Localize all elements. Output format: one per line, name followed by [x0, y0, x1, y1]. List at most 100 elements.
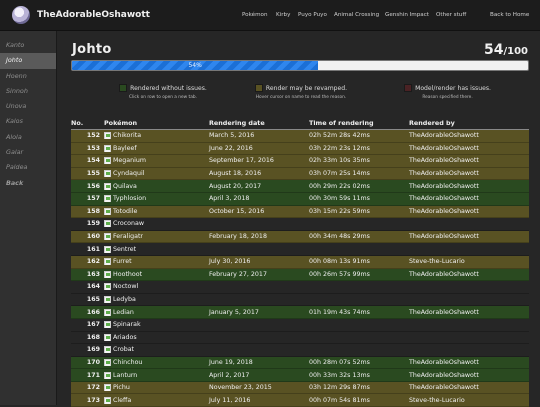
table-row[interactable]: 152 Chikorita March 5, 2016 02h 52m 28s 42m…	[71, 130, 529, 143]
pokemon-name[interactable]: Ledyba	[113, 296, 136, 304]
legend-label: Rendered without issues.	[130, 84, 207, 92]
rendered-by: TheAdorableOshawott	[409, 270, 479, 278]
legend-revamp: Render may be revamped. Hover cursor on …	[241, 84, 361, 100]
nav-animal-crossing[interactable]: Animal Crossing	[334, 12, 380, 18]
table-row[interactable]: 164 Noctowl	[71, 281, 529, 294]
pokemon-name[interactable]: Sentret	[113, 245, 137, 253]
pokemon-name[interactable]: Hoothoot	[113, 270, 143, 278]
pokemon-name[interactable]: Spinarak	[113, 321, 141, 329]
table-row[interactable]: 170 Chinchou June 19, 2018 00h 28m 07s 52ms…	[71, 356, 529, 370]
pokemon-name[interactable]: Quilava	[113, 182, 137, 190]
sidebar-item-johto[interactable]: Johto	[0, 53, 56, 69]
oshawott-logo-icon[interactable]	[12, 6, 30, 24]
page-title: Johto	[72, 42, 112, 57]
table-row[interactable]: 172 Pichu November 23, 2015 03h 12m 29s 87m…	[71, 381, 529, 395]
main-panel: Johto 54/100 54% Rendered without issues…	[57, 31, 540, 407]
pokemon-name[interactable]: Bayleef	[113, 144, 137, 152]
nav-genshin-impact[interactable]: Genshin Impact	[385, 12, 430, 18]
table-row[interactable]: 158 Totodile October 15, 2016 03h 15m 22s 5…	[71, 205, 529, 219]
pokemon-name[interactable]: Chinchou	[113, 358, 143, 366]
column-header-date[interactable]: Rendering date	[209, 119, 265, 127]
sidebar-item-back[interactable]: Back	[6, 178, 24, 187]
dex-number: 163	[86, 270, 100, 278]
table-row[interactable]: 162 Furret July 30, 2016 00h 08m 13s 91ms St…	[71, 255, 529, 269]
table-row[interactable]: 173 Cleffa July 11, 2016 00h 07m 54s 81ms St…	[71, 394, 529, 407]
rendering-date: February 18, 2018	[209, 233, 267, 241]
pokemon-name[interactable]: Furret	[113, 258, 132, 266]
rendering-date: August 20, 2017	[209, 182, 262, 190]
rendering-time: 02h 52m 28s 42ms	[309, 132, 370, 140]
sidebar-item-sinnoh[interactable]: Sinnoh	[6, 86, 28, 95]
column-header-pokemon[interactable]: Pokémon	[104, 119, 138, 127]
pokemon-image-icon	[104, 170, 111, 178]
table-row[interactable]: 153 Bayleef June 22, 2016 03h 22m 23s 12ms T…	[71, 142, 529, 156]
dex-number: 171	[86, 371, 100, 379]
table-row[interactable]: 156 Quilava August 20, 2017 00h 29m 22s 02m…	[71, 180, 529, 193]
sidebar-item-kanto[interactable]: Kanto	[6, 41, 25, 49]
sidebar-item-unova[interactable]: Unova	[6, 102, 27, 111]
pokemon-name[interactable]: Feraligatr	[113, 233, 144, 241]
pokemon-name[interactable]: Noctowl	[113, 283, 139, 291]
table-row[interactable]: 163 Hoothoot February 27, 2017 00h 26m 57s …	[71, 268, 529, 282]
dex-number: 172	[86, 384, 100, 392]
pokemon-image-icon	[104, 346, 111, 354]
pokemon-name[interactable]: Totodile	[113, 207, 138, 215]
column-header-no[interactable]: No.	[71, 119, 84, 127]
rendering-date: August 18, 2016	[209, 170, 262, 178]
pokemon-image-icon	[104, 207, 111, 215]
legend-hint: Hover cursor on name to read the reason.	[255, 95, 347, 100]
pokemon-name[interactable]: Chikorita	[113, 132, 142, 140]
table-row[interactable]: 155 Cyndaquil August 18, 2016 03h 07m 25s 1…	[71, 167, 529, 181]
pokemon-name[interactable]: Croconaw	[113, 220, 145, 228]
rendering-date: November 23, 2015	[209, 384, 272, 392]
pokemon-name[interactable]: Cyndaquil	[113, 170, 145, 178]
table-row[interactable]: 165 Ledyba	[71, 294, 529, 307]
sidebar-item-paldea[interactable]: Paldea	[6, 163, 28, 172]
sidebar-item-galar[interactable]: Galar	[6, 148, 24, 157]
site-title[interactable]: TheAdorableOshawott	[37, 10, 150, 20]
table-row[interactable]: 160 Feraligatr February 18, 2018 00h 34m 48…	[71, 230, 529, 244]
table-row[interactable]: 154 Meganium September 17, 2016 02h 33m 10s…	[71, 155, 529, 168]
nav-kirby[interactable]: Kirby	[276, 12, 291, 18]
rendering-time: 03h 22m 23s 12ms	[309, 144, 370, 152]
column-header-time[interactable]: Time of rendering	[309, 119, 374, 127]
rendering-time: 01h 19m 43s 74ms	[309, 308, 370, 316]
pokemon-name[interactable]: Pichu	[113, 384, 130, 392]
nav-puyo-puyo[interactable]: Puyo Puyo	[298, 12, 327, 18]
pokemon-image-icon	[104, 396, 111, 404]
table-row[interactable]: 168 Ariados	[71, 332, 529, 345]
pokemon-name[interactable]: Lanturn	[113, 371, 138, 379]
table-row[interactable]: 166 Ledian January 5, 2017 01h 19m 43s 74ms…	[71, 306, 529, 319]
pokemon-name[interactable]: Meganium	[113, 157, 147, 165]
legend-issues: Model/render has issues. Reason specifie…	[385, 84, 510, 100]
pokemon-image-icon	[104, 258, 111, 266]
table-row[interactable]: 159 Croconaw	[71, 218, 529, 231]
pokemon-name[interactable]: Ariados	[113, 333, 137, 341]
nav-other-stuff[interactable]: Other stuff	[436, 12, 467, 18]
table-row[interactable]: 171 Lanturn April 2, 2017 00h 33m 32s 13ms T…	[71, 369, 529, 382]
sidebar-item-hoenn[interactable]: Hoenn	[6, 71, 27, 80]
rendering-date: January 5, 2017	[209, 308, 259, 316]
pokemon-name[interactable]: Ledian	[113, 308, 134, 316]
table-row[interactable]: 167 Spinarak	[71, 319, 529, 332]
progress-fill: 54%	[72, 61, 319, 70]
rendered-by: TheAdorableOshawott	[409, 157, 479, 165]
rendering-date: April 2, 2017	[209, 371, 250, 379]
sidebar-item-alola[interactable]: Alola	[6, 132, 22, 141]
sidebar-item-kalos[interactable]: Kalos	[6, 117, 23, 126]
pokemon-name[interactable]: Typhlosion	[113, 195, 147, 203]
legend-label: Render may be revamped.	[265, 84, 348, 92]
table-body: 152 Chikorita March 5, 2016 02h 52m 28s 42m…	[71, 130, 529, 407]
table-row[interactable]: 169 Crobat	[71, 344, 529, 357]
pokemon-name[interactable]: Crobat	[113, 346, 135, 354]
dex-number: 159	[86, 220, 100, 228]
nav-back-to-home[interactable]: Back to Home	[490, 12, 530, 18]
column-header-by[interactable]: Rendered by	[409, 119, 455, 127]
rendering-date: June 19, 2018	[209, 358, 253, 366]
rendered-by: TheAdorableOshawott	[409, 195, 479, 203]
nav-pokemon[interactable]: Pokémon	[242, 12, 268, 18]
pokemon-name[interactable]: Cleffa	[113, 396, 132, 404]
table-row[interactable]: 161 Sentret	[71, 243, 529, 256]
rendered-by: Steve-the-Lucario	[409, 258, 465, 266]
table-row[interactable]: 157 Typhlosion April 3, 2018 00h 30m 59s 11…	[71, 192, 529, 206]
